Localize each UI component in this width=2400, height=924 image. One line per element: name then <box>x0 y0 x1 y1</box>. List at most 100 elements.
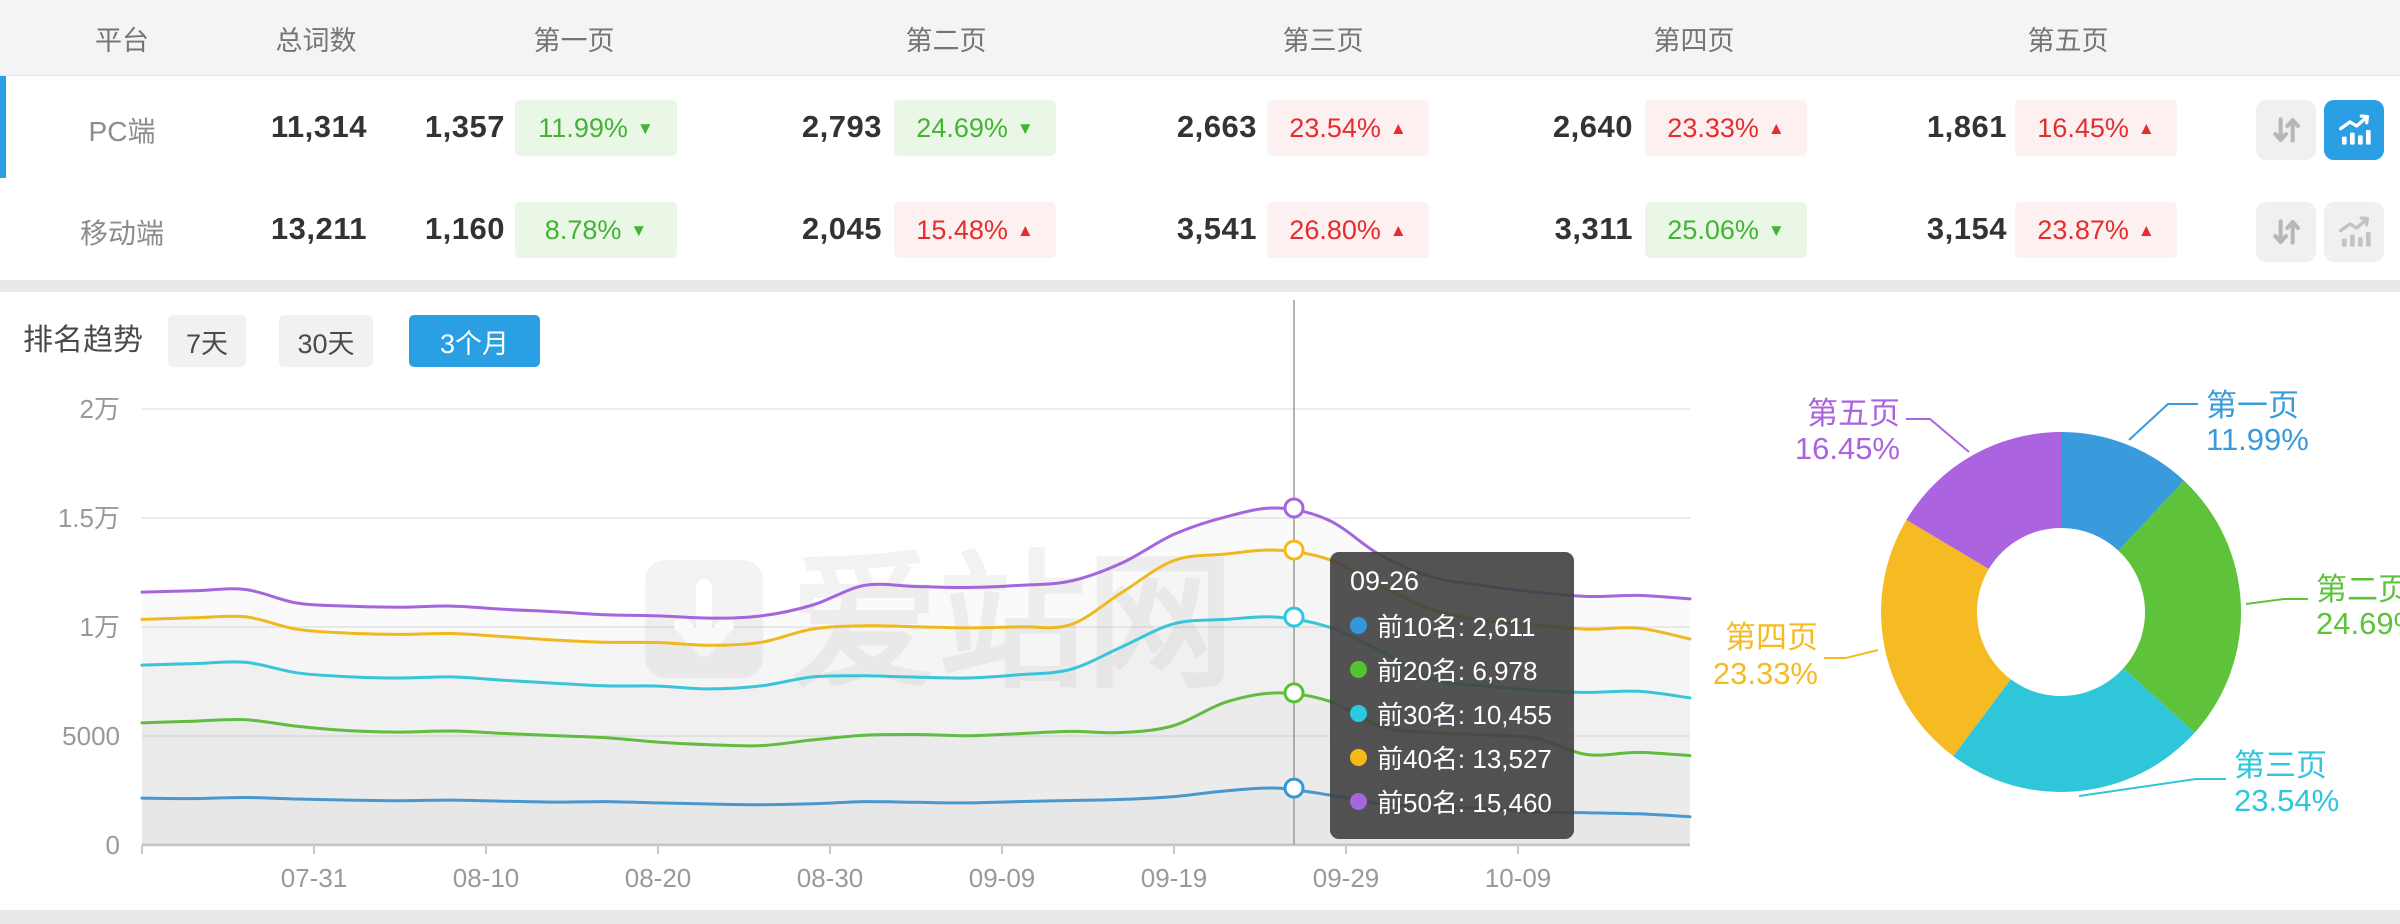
donut-slice-第三页[interactable] <box>1953 668 2195 793</box>
triangle-down-icon: ▼ <box>1016 118 1034 138</box>
highlight-marker-前50名 <box>1283 497 1305 519</box>
triangle-up-icon: ▲ <box>1389 118 1407 138</box>
page-change-badge: 15.48% ▲ <box>894 202 1056 258</box>
ranking-trend-card: 排名趋势 7天 30天 3个月 0 5000 1万 1.5万 2万 07-31 08-10 08-… <box>0 292 2400 910</box>
change-percent: 26.80% <box>1289 214 1381 245</box>
change-percent: 16.45% <box>2037 112 2129 143</box>
trend-chart-button[interactable] <box>2324 202 2384 262</box>
tooltip-series-value: 前10名: 2,611 <box>1377 611 1536 642</box>
trend-toolbar: 排名趋势 7天 30天 3个月 <box>0 292 2400 378</box>
triangle-up-icon: ▲ <box>2137 220 2155 240</box>
bar-chart-trend-icon <box>2339 216 2371 247</box>
page-count-cell: 1,357 <box>424 109 505 144</box>
donut-label-percent: 11.99% <box>2206 422 2309 457</box>
x-axis-label: 09-29 <box>1313 863 1380 893</box>
change-percent: 24.69% <box>916 112 1008 143</box>
y-axis-label: 2万 <box>80 394 120 424</box>
triangle-up-icon: ▲ <box>1389 220 1407 240</box>
sort-arrows-icon <box>2273 117 2300 143</box>
sort-toggle-button[interactable] <box>2256 202 2316 262</box>
label-leader-line <box>2078 778 2226 797</box>
triangle-down-icon: ▼ <box>636 118 654 138</box>
table-row[interactable]: PC端 11,314 1,357 11.99% ▼ 2,793 24.69% ▼ 2,663 23… <box>0 76 2400 178</box>
total-keywords-cell: 13,211 <box>270 211 367 246</box>
highlight-marker-前40名 <box>1283 539 1305 561</box>
page-change-badge: 23.33% ▲ <box>1645 100 1807 156</box>
column-header: 第三页 <box>1282 25 1364 56</box>
ranking-trend-line-chart[interactable]: 0 5000 1万 1.5万 2万 07-31 08-10 08-20 08-30 09-09 09… <box>0 292 1700 910</box>
label-leader-line <box>1906 418 1970 453</box>
donut-slice-第五页[interactable] <box>1906 432 2061 569</box>
triangle-down-icon: ▼ <box>1767 220 1785 240</box>
page-change-badge: 11.99% ▼ <box>515 100 677 156</box>
change-percent: 8.78% <box>544 214 622 245</box>
y-axis-label: 0 <box>106 830 120 860</box>
ranking-summary-table: 平台 总词数 第一页 第二页 第三页 第四页 第五页 PC端 11,314 1,357 11.99… <box>0 0 2400 280</box>
page-count-cell: 2,793 <box>801 109 882 144</box>
trend-range-tab[interactable]: 30天 <box>279 315 373 367</box>
donut-label-name: 第三页 <box>2234 748 2327 783</box>
sort-toggle-button[interactable] <box>2256 100 2316 160</box>
tooltip-series-value: 前20名: 6,978 <box>1377 655 1538 686</box>
page-count-cell: 1,861 <box>1926 109 2007 144</box>
change-percent: 11.99% <box>538 112 628 143</box>
change-percent: 25.06% <box>1667 214 1759 245</box>
page-count-cell: 1,160 <box>424 211 505 246</box>
donut-label-percent: 23.54% <box>2234 783 2339 818</box>
chart-tooltip: 09-26 前10名: 2,611 前20名: 6,978 前30名: 10,455… <box>1330 552 1574 839</box>
tooltip-series-value: 前30名: 10,455 <box>1377 699 1552 730</box>
x-axis-label: 08-30 <box>797 863 864 893</box>
x-axis-label: 08-10 <box>453 863 520 893</box>
series-area <box>142 692 1690 845</box>
column-header: 第一页 <box>533 25 615 56</box>
donut-slice-第一页[interactable] <box>2061 432 2185 551</box>
donut-slice-第二页[interactable] <box>2118 480 2242 733</box>
y-axis-label: 1.5万 <box>58 503 120 533</box>
donut-label-name: 第四页 <box>1725 620 1818 655</box>
page-change-badge: 23.54% ▲ <box>1267 100 1429 156</box>
series-color-dot <box>1350 748 1367 766</box>
x-axis-label: 07-31 <box>281 863 348 893</box>
trend-chart-button[interactable] <box>2324 100 2384 160</box>
highlight-marker-前20名 <box>1283 682 1305 704</box>
series-area <box>142 507 1690 845</box>
x-axis-label: 09-19 <box>1141 863 1208 893</box>
tooltip-row: 前30名: 10,455 <box>1350 691 1554 735</box>
tooltip-row: 前10名: 2,611 <box>1350 603 1554 647</box>
column-header: 第二页 <box>905 25 987 56</box>
bar-chart-trend-icon <box>2339 114 2371 145</box>
total-keywords-cell: 11,314 <box>270 109 367 144</box>
trend-range-tab[interactable]: 3个月 <box>409 315 540 367</box>
donut-label-name: 第二页 <box>2316 572 2400 607</box>
column-header: 第五页 <box>2027 25 2109 56</box>
series-area <box>142 549 1690 845</box>
series-color-dot <box>1350 792 1367 810</box>
label-leader-line <box>2128 403 2198 441</box>
donut-slice-第四页[interactable] <box>1881 519 2011 757</box>
y-axis-label: 5000 <box>62 721 120 751</box>
triangle-down-icon: ▼ <box>630 220 648 240</box>
table-header-row: 平台 总词数 第一页 第二页 第三页 第四页 第五页 <box>0 0 2400 76</box>
x-axis-label: 09-09 <box>969 863 1036 893</box>
label-leader-line <box>2245 598 2308 605</box>
page-change-badge: 23.87% ▲ <box>2015 202 2177 258</box>
label-leader-line <box>1824 649 1879 659</box>
series-color-dot <box>1350 616 1367 634</box>
highlight-marker-前10名 <box>1283 777 1305 799</box>
donut-label-percent: 24.69% <box>2316 606 2400 641</box>
donut-label-percent: 23.33% <box>1713 656 1818 691</box>
x-axis-label: 10-09 <box>1485 863 1552 893</box>
table-row[interactable]: 移动端 13,211 1,160 8.78% ▼ 2,045 15.48% ▲ 3,541 26.… <box>0 178 2400 280</box>
tooltip-series-value: 前50名: 15,460 <box>1377 787 1552 818</box>
platform-cell: PC端 <box>88 116 156 147</box>
sort-arrows-icon <box>2273 219 2300 245</box>
trend-range-tab[interactable]: 7天 <box>168 315 246 367</box>
highlight-marker-前30名 <box>1283 606 1305 628</box>
page-change-badge: 8.78% ▼ <box>515 202 677 258</box>
page-count-cell: 2,640 <box>1552 109 1633 144</box>
page-count-cell: 3,541 <box>1176 211 1257 246</box>
platform-cell: 移动端 <box>79 218 165 249</box>
triangle-up-icon: ▲ <box>1016 220 1034 240</box>
donut-label-name: 第五页 <box>1807 396 1900 431</box>
